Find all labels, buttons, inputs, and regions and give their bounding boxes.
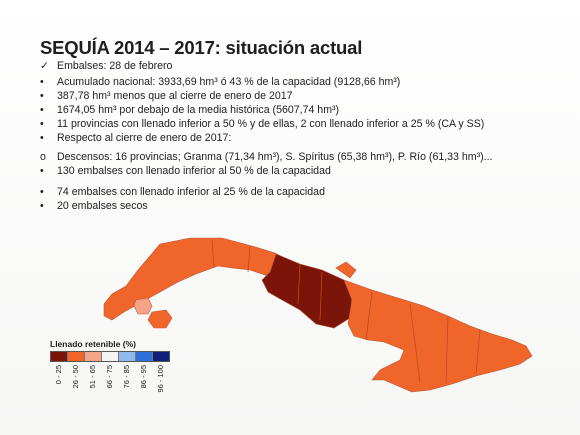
map-region-island — [147, 309, 173, 329]
bullet-line: o Descensos: 16 provincias; Granma (71,34… — [40, 150, 493, 164]
bullet-text: Acumulado nacional: 3933,69 hm³ ó 43 % d… — [57, 76, 401, 88]
bullet-line: ✓ Embalses: 28 de febrero — [40, 59, 172, 73]
bullet-text: Embalses: 28 de febrero — [57, 60, 173, 72]
bullet-line: • 74 embalses con llenado inferior al 25 … — [40, 185, 325, 199]
bullet-marker: • — [40, 90, 44, 102]
bullet-marker: • — [40, 132, 44, 144]
map-region-cays — [335, 261, 357, 279]
bullet-text: 11 provincias con llenado inferior a 50 … — [57, 118, 485, 130]
legend-swatch — [68, 352, 85, 361]
map-region-east — [343, 279, 533, 393]
bullet-marker: o — [40, 151, 46, 163]
legend-label: 0 - 25 — [54, 365, 63, 385]
bullet-text: 74 embalses con llenado inferior al 25 %… — [57, 186, 325, 198]
legend-label: 76 - 85 — [122, 365, 131, 389]
map-region-central-low — [261, 253, 353, 329]
legend-swatch — [85, 352, 102, 361]
bullet-marker: • — [40, 165, 44, 177]
legend-swatch — [51, 352, 68, 361]
bullet-text: 130 embalses con llenado inferior al 50 … — [57, 165, 331, 177]
legend-swatch — [102, 352, 119, 361]
legend-label: 51 - 65 — [88, 365, 97, 389]
bullet-line: • Respecto al cierre de enero de 2017: — [40, 131, 231, 145]
bullet-text: Respecto al cierre de enero de 2017: — [57, 132, 232, 144]
legend-title: Llenado retenible (%) — [50, 339, 136, 349]
legend-swatch — [136, 352, 153, 361]
bullet-text: 20 embalses secos — [57, 200, 148, 212]
bullet-line: • 20 embalses secos — [40, 199, 148, 213]
bullet-marker: ✓ — [40, 60, 49, 72]
legend-label: 26 - 50 — [71, 365, 80, 389]
legend-label: 96 - 100 — [156, 365, 165, 393]
legend-swatch — [119, 352, 136, 361]
bullet-line: • 11 provincias con llenado inferior a 50… — [40, 117, 484, 131]
legend-label: 66 - 75 — [105, 365, 114, 389]
bullet-line: • Acumulado nacional: 3933,69 hm³ ó 43 % … — [40, 75, 400, 89]
bullet-marker: • — [40, 200, 44, 212]
bullet-marker: • — [40, 104, 44, 116]
map-region-light — [133, 297, 153, 315]
bullet-text: Descensos: 16 provincias; Granma (71,34 … — [57, 151, 493, 163]
bullet-text: 1674,05 hm³ por debajo de la media histó… — [57, 104, 340, 116]
bullet-line: • 387,78 hm³ menos que al cierre de enero… — [40, 89, 293, 103]
slide-title: SEQUÍA 2014 – 2017: situación actual — [40, 37, 363, 58]
bullet-marker: • — [40, 118, 44, 130]
legend-swatch — [153, 352, 169, 361]
bullet-marker: • — [40, 186, 44, 198]
province-borders — [211, 239, 481, 385]
bullet-line: • 1674,05 hm³ por debajo de la media hist… — [40, 103, 339, 117]
legend-swatches — [50, 351, 170, 362]
bullet-marker: • — [40, 76, 44, 88]
map-region-west — [103, 237, 293, 321]
bullet-line: • 130 embalses con llenado inferior al 50… — [40, 164, 331, 178]
bullet-text: 387,78 hm³ menos que al cierre de enero … — [57, 90, 293, 102]
legend-label: 86 - 95 — [139, 365, 148, 389]
